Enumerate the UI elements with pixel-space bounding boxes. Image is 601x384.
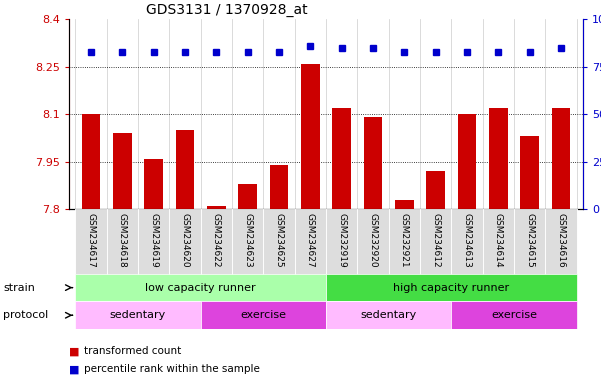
Bar [489, 108, 508, 209]
Bar [326, 209, 358, 275]
Text: exercise: exercise [240, 310, 287, 320]
Bar [75, 274, 326, 301]
Text: GSM232920: GSM232920 [368, 213, 377, 267]
Text: GSM234627: GSM234627 [306, 213, 315, 267]
Text: low capacity runner: low capacity runner [145, 283, 256, 293]
Bar [107, 209, 138, 275]
Text: GSM234625: GSM234625 [275, 213, 284, 267]
Bar [169, 209, 201, 275]
Bar [514, 209, 545, 275]
Bar [326, 301, 451, 329]
Text: high capacity runner: high capacity runner [393, 283, 510, 293]
Bar [82, 114, 100, 209]
Text: exercise: exercise [491, 310, 537, 320]
Text: GSM234614: GSM234614 [494, 213, 503, 267]
Bar [144, 159, 163, 209]
Bar [263, 209, 294, 275]
Text: GSM232921: GSM232921 [400, 213, 409, 267]
Bar [520, 136, 539, 209]
Text: GSM234622: GSM234622 [212, 213, 221, 267]
Bar [207, 206, 226, 209]
Text: GSM234616: GSM234616 [557, 213, 566, 267]
Bar [332, 108, 351, 209]
Bar [545, 209, 577, 275]
Bar [326, 274, 577, 301]
Text: protocol: protocol [3, 310, 48, 320]
Bar [201, 301, 326, 329]
Bar [138, 209, 169, 275]
Text: percentile rank within the sample: percentile rank within the sample [84, 364, 260, 374]
Text: ■: ■ [69, 346, 79, 356]
Bar [175, 130, 195, 209]
Bar [420, 209, 451, 275]
Text: GSM234617: GSM234617 [87, 213, 96, 267]
Bar [294, 209, 326, 275]
Text: GSM234612: GSM234612 [431, 213, 440, 267]
Bar [113, 133, 132, 209]
Bar [201, 209, 232, 275]
Bar [389, 209, 420, 275]
Text: GSM234619: GSM234619 [149, 213, 158, 267]
Bar [451, 209, 483, 275]
Text: ■: ■ [69, 364, 79, 374]
Text: strain: strain [3, 283, 35, 293]
Text: GSM232919: GSM232919 [337, 213, 346, 267]
Text: transformed count: transformed count [84, 346, 182, 356]
Bar [552, 108, 570, 209]
Bar [239, 184, 257, 209]
Bar [358, 209, 389, 275]
Bar [75, 301, 201, 329]
Bar [270, 165, 288, 209]
Text: GSM234613: GSM234613 [463, 213, 472, 267]
Text: GDS3131 / 1370928_at: GDS3131 / 1370928_at [146, 3, 308, 17]
Text: sedentary: sedentary [361, 310, 417, 320]
Text: GSM234615: GSM234615 [525, 213, 534, 267]
Text: GSM234620: GSM234620 [180, 213, 189, 267]
Bar [301, 64, 320, 209]
Bar [364, 118, 382, 209]
Text: sedentary: sedentary [110, 310, 166, 320]
Bar [426, 171, 445, 209]
Text: GSM234618: GSM234618 [118, 213, 127, 267]
Bar [395, 200, 413, 209]
Bar [75, 209, 107, 275]
Bar [457, 114, 477, 209]
Bar [232, 209, 263, 275]
Bar [483, 209, 514, 275]
Bar [451, 301, 577, 329]
Text: GSM234623: GSM234623 [243, 213, 252, 267]
